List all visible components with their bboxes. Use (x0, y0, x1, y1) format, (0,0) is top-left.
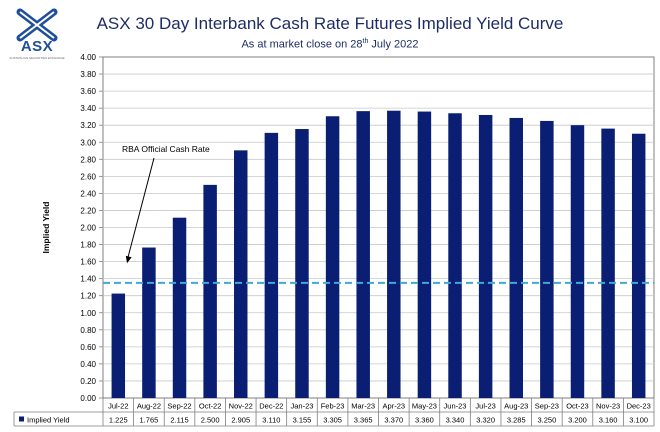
logo-text: ASX (20, 38, 54, 55)
x-tick-label: Feb-23 (321, 402, 345, 411)
data-table-value: 1.765 (140, 416, 159, 425)
rba-annotation-arrow (127, 157, 155, 258)
data-table-value: 3.285 (507, 416, 526, 425)
x-tick-label: Oct-22 (199, 402, 222, 411)
x-tick-label: Sep-23 (535, 402, 559, 411)
bar-nov-22 (234, 150, 248, 398)
bar-feb-23 (325, 116, 340, 398)
bar-jul-23 (478, 114, 493, 398)
bar-mar-23 (356, 111, 370, 398)
data-table-value: 3.250 (537, 416, 556, 425)
rba-annotation-label: RBA Official Cash Rate (122, 144, 210, 154)
y-tick-label: 2.80 (80, 155, 96, 164)
data-table-value: 1.225 (109, 416, 128, 425)
data-table-value: 3.370 (384, 416, 403, 425)
y-tick-label: 3.40 (80, 104, 96, 113)
x-tick-label: Mar-23 (351, 402, 375, 411)
legend-swatch (19, 416, 24, 422)
bar-jun-23 (448, 113, 462, 398)
y-tick-label: 2.60 (80, 172, 96, 181)
y-tick-label: 1.20 (80, 292, 96, 301)
chart-title: ASX 30 Day Interbank Cash Rate Futures I… (96, 14, 564, 33)
y-tick-label: 2.00 (80, 224, 96, 233)
y-tick-label: 1.60 (80, 258, 96, 267)
data-table-value: 3.110 (262, 416, 280, 425)
bar-oct-23 (570, 125, 585, 398)
logo-subtext: AUSTRALIAN SECURITIES EXCHANGE (9, 56, 65, 60)
data-table-value: 3.365 (354, 416, 373, 425)
data-table-value: 2.500 (201, 416, 220, 425)
bar-apr-23 (387, 110, 401, 399)
y-tick-label: 0.80 (80, 326, 96, 335)
bar-dec-23 (631, 133, 646, 398)
x-tick-label: Jun-23 (444, 402, 467, 411)
y-tick-label: 0.60 (80, 343, 96, 352)
y-axis-label: Implied Yield (41, 202, 51, 254)
x-tick-label: May-23 (412, 402, 437, 411)
y-tick-label: 1.00 (80, 309, 96, 318)
legend-series-label: Implied Yield (27, 416, 70, 425)
x-tick-label: Jul-22 (108, 402, 128, 411)
chart-subtitle: As at market close on 28th July 2022 (241, 38, 419, 51)
data-table-value: 2.115 (170, 416, 188, 425)
x-tick-label: Dec-23 (627, 402, 651, 411)
bar-oct-22 (203, 184, 217, 398)
data-table-value: 2.905 (231, 416, 250, 425)
bar-may-23 (417, 111, 432, 398)
y-tick-label: 0.20 (80, 377, 96, 386)
x-tick-label: Nov-23 (596, 402, 620, 411)
data-table-value: 3.200 (568, 416, 587, 425)
bar-sep-22 (172, 217, 187, 398)
data-table-value: 3.320 (476, 416, 495, 425)
bar-jul-22 (111, 293, 126, 398)
bar-aug-22 (142, 247, 156, 398)
data-table-value: 3.160 (599, 416, 618, 425)
y-tick-label: 3.60 (80, 87, 96, 96)
data-table-value: 3.305 (323, 416, 342, 425)
bar-sep-23 (540, 120, 554, 398)
data-table-value: 3.100 (629, 416, 648, 425)
x-tick-label: Dec-22 (259, 402, 283, 411)
rba-annotation-arrowhead (125, 255, 132, 264)
y-tick-label: 1.80 (80, 241, 96, 250)
data-table-value: 3.340 (446, 416, 465, 425)
y-tick-label: 3.00 (80, 138, 96, 147)
x-tick-label: Nov-22 (229, 402, 253, 411)
bar-dec-22 (264, 132, 279, 398)
y-tick-label: 3.20 (80, 121, 96, 130)
bar-aug-23 (509, 117, 523, 399)
y-tick-label: 2.40 (80, 189, 96, 198)
x-tick-label: Sep-22 (167, 402, 191, 411)
x-tick-label: Aug-23 (504, 402, 528, 411)
y-tick-label: 1.40 (80, 275, 96, 284)
y-tick-label: 3.80 (80, 70, 96, 79)
bar-jan-23 (295, 129, 309, 398)
y-tick-label: 0.40 (80, 360, 96, 369)
x-tick-label: Jan-23 (291, 402, 314, 411)
bar-nov-23 (601, 128, 615, 399)
x-tick-label: Aug-22 (137, 402, 161, 411)
x-tick-label: Jul-23 (475, 402, 495, 411)
y-tick-label: 0.00 (80, 394, 96, 403)
data-table-value: 3.155 (293, 416, 312, 425)
data-table-value: 3.360 (415, 416, 434, 425)
y-tick-label: 2.20 (80, 206, 96, 215)
y-tick-label: 4.00 (80, 53, 96, 62)
asx-logo-icon (16, 8, 58, 42)
x-tick-label: Oct-23 (566, 402, 589, 411)
x-tick-label: Apr-23 (383, 402, 406, 411)
